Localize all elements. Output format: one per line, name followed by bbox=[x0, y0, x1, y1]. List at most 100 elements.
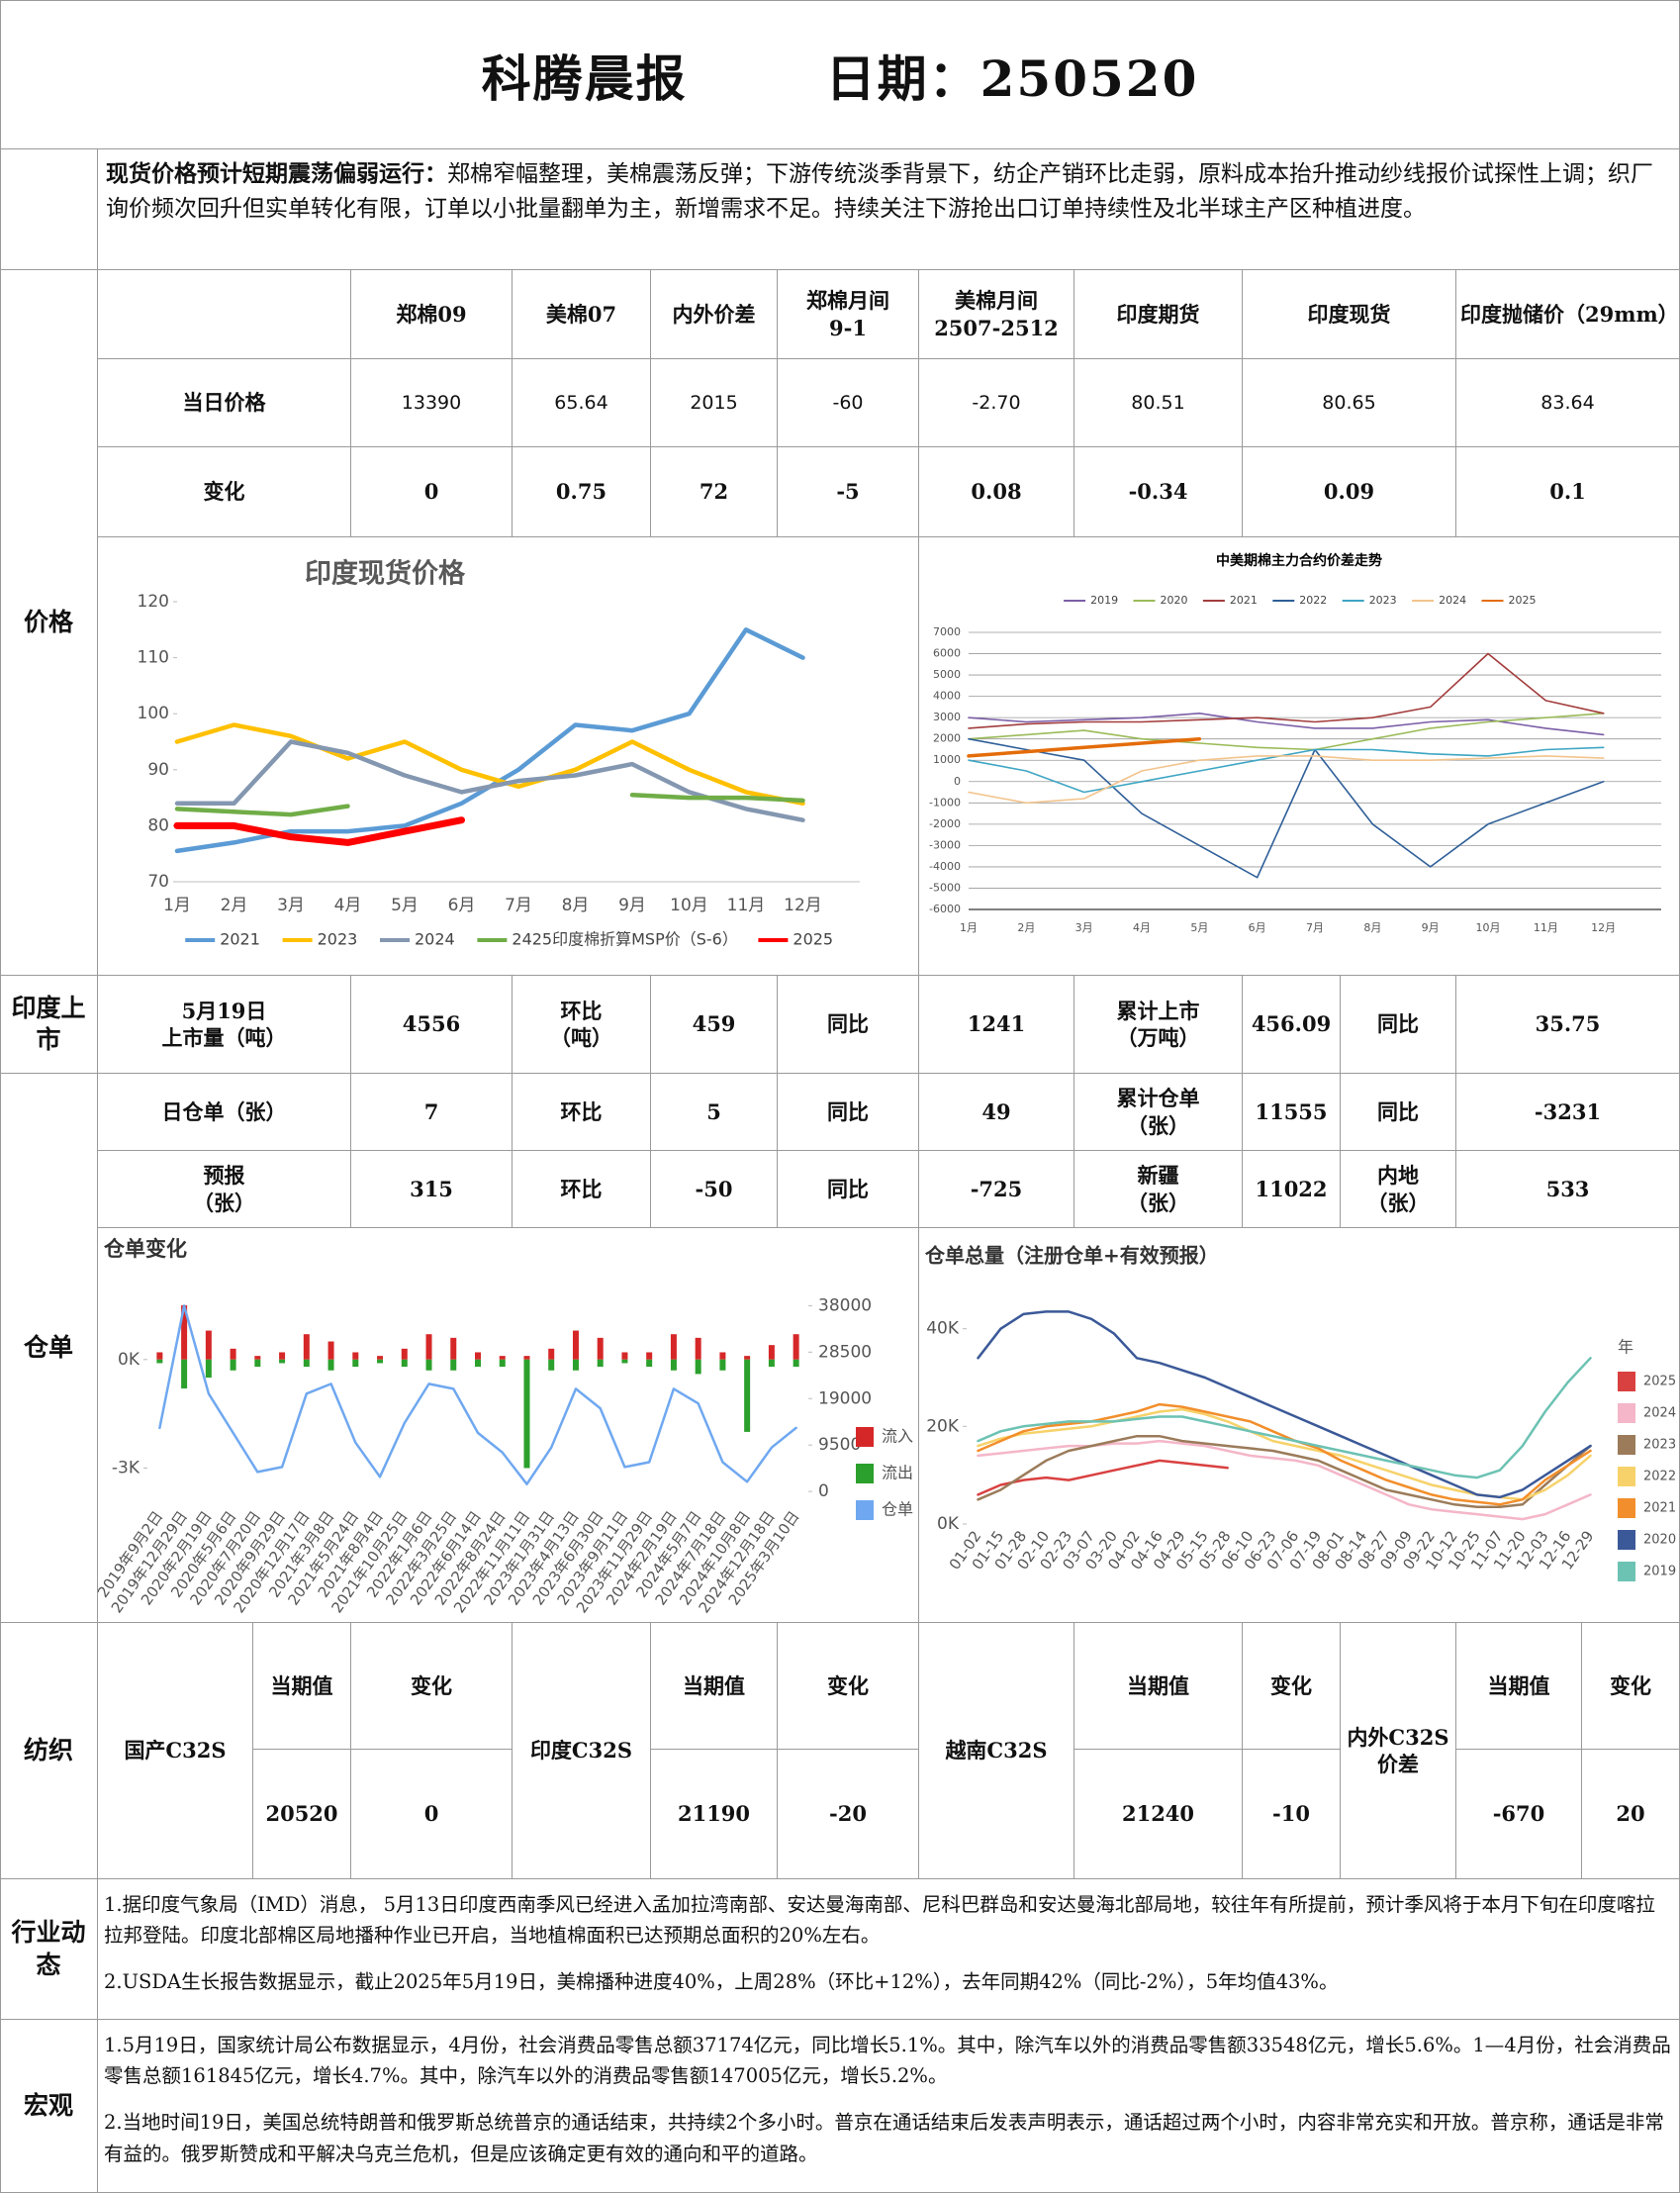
x-tick-label: 2月 bbox=[221, 896, 248, 915]
y-tick-label: -1000 bbox=[929, 796, 961, 809]
column-header: 印度期货 bbox=[1074, 270, 1243, 359]
series-line bbox=[977, 1357, 1592, 1479]
bar bbox=[327, 1359, 334, 1371]
y-tick-label: 0 bbox=[954, 775, 961, 788]
warehouse-cell: 49 bbox=[919, 1074, 1074, 1151]
bar bbox=[230, 1348, 236, 1360]
y-tick-label: -6000 bbox=[929, 903, 961, 915]
listing-cell: 同比 bbox=[1341, 976, 1456, 1074]
column-header: 变化 bbox=[1243, 1623, 1341, 1750]
legend-label: 2024 bbox=[1643, 1406, 1676, 1421]
table-value: -5 bbox=[778, 447, 919, 537]
warehouse-cell: 533 bbox=[1456, 1151, 1680, 1228]
bar bbox=[744, 1359, 751, 1432]
y-tick-label: 100 bbox=[138, 704, 169, 723]
report-header: 科腾晨报 日期：250520 bbox=[0, 0, 1680, 149]
x-tick-label: 1月 bbox=[960, 921, 978, 934]
blank-cell bbox=[0, 149, 98, 270]
y-tick-label: 5000 bbox=[933, 668, 961, 681]
chart: 仓单总量（注册仓单+有效预报）0K20K40K01-0201-1501-2802… bbox=[924, 1244, 1676, 1581]
warehouse-cell: 环比 bbox=[513, 1151, 651, 1228]
bar bbox=[793, 1359, 799, 1368]
table-value: 0.75 bbox=[513, 447, 651, 537]
column-header: 印度抛储价（29mm） bbox=[1456, 270, 1680, 359]
warehouse-cell: 315 bbox=[351, 1151, 513, 1228]
column-header: 郑棉09 bbox=[351, 270, 513, 359]
bar bbox=[621, 1359, 628, 1364]
macro-text: 1.5月19日，国家统计局公布数据显示，4月份，社会消费品零售总额37174亿元… bbox=[98, 2020, 1680, 2193]
bar bbox=[230, 1359, 236, 1371]
report-title: 科腾晨报 bbox=[481, 48, 688, 108]
bar bbox=[205, 1359, 212, 1379]
bar bbox=[450, 1337, 457, 1360]
bar bbox=[695, 1337, 701, 1360]
column-header: 当期值 bbox=[1456, 1623, 1582, 1750]
x-tick-label: 6月 bbox=[448, 896, 476, 915]
x-tick-label: 12月 bbox=[784, 896, 822, 915]
bar bbox=[425, 1334, 432, 1360]
bar bbox=[303, 1359, 310, 1368]
y-tick-label: 3000 bbox=[933, 711, 961, 723]
chart-title: 中美期棉主力合约价差走势 bbox=[1216, 552, 1382, 569]
warehouse-cell: 环比 bbox=[513, 1074, 651, 1151]
table-value: 13390 bbox=[351, 359, 513, 447]
legend-label: 2425印度棉折算MSP价（S-6） bbox=[512, 930, 737, 949]
legend-swatch bbox=[1618, 1403, 1635, 1423]
table-value: 0.1 bbox=[1456, 447, 1680, 537]
summary-lead: 现货价格预计短期震荡偏弱运行： bbox=[106, 160, 447, 187]
bar bbox=[205, 1330, 212, 1360]
legend-swatch bbox=[1618, 1372, 1635, 1391]
y-tick-label: 70 bbox=[147, 872, 169, 892]
x-tick-label: 2月 bbox=[1017, 921, 1035, 934]
bar bbox=[719, 1352, 726, 1360]
legend-label: 2019 bbox=[1090, 594, 1118, 607]
bar bbox=[523, 1356, 530, 1360]
chart-panel: 印度现货价格 70 80 90 100 110 120 1月 2月 3月 4月 5月 6月 7月 8月 9月 1… bbox=[98, 537, 919, 976]
warehouse-cell: 内地 （张） bbox=[1341, 1151, 1456, 1228]
y-tick-label: 6000 bbox=[933, 647, 961, 660]
x-tick-label: 3月 bbox=[277, 896, 305, 915]
bar bbox=[793, 1334, 799, 1360]
column-header: 印度现货 bbox=[1243, 270, 1456, 359]
legend-label: 2025 bbox=[793, 930, 833, 949]
legend-label: 2023 bbox=[1369, 594, 1397, 607]
legend-label: 2021 bbox=[1230, 594, 1258, 607]
bar bbox=[719, 1359, 726, 1371]
column-header: 当期值 bbox=[1074, 1623, 1243, 1750]
column-header: 美棉07 bbox=[513, 270, 651, 359]
paragraph: 1.5月19日，国家统计局公布数据显示，4月份，社会消费品零售总额37174亿元… bbox=[104, 2034, 1671, 2088]
listing-cell: 累计上市 （万吨） bbox=[1074, 976, 1243, 1074]
y-tick-label: 120 bbox=[138, 592, 169, 612]
yarn-change: 0 bbox=[351, 1750, 513, 1879]
series-line bbox=[977, 1459, 1229, 1496]
series-line bbox=[977, 1434, 1592, 1508]
chart: 仓单变化-3K0K095001900028500380002019年9月2日20… bbox=[94, 1237, 913, 1616]
legend-swatch bbox=[856, 1464, 874, 1483]
legend-label: 2022 bbox=[1643, 1470, 1676, 1484]
bar bbox=[181, 1359, 188, 1389]
x-tick-label: 11月 bbox=[1534, 921, 1558, 934]
x-tick-label: 6月 bbox=[1249, 921, 1266, 934]
bar bbox=[499, 1359, 506, 1368]
x-tick-label: 10月 bbox=[1476, 921, 1501, 934]
chart-title: 仓单总量（注册仓单+有效预报） bbox=[924, 1244, 1219, 1268]
column-header: 变化 bbox=[351, 1623, 513, 1750]
series-line bbox=[968, 755, 1605, 805]
y-tick-label: 40K bbox=[926, 1319, 960, 1339]
yarn-current: 20520 bbox=[253, 1750, 351, 1879]
warehouse-cell: 新疆 （张） bbox=[1074, 1151, 1243, 1228]
bar bbox=[352, 1359, 359, 1368]
bar bbox=[572, 1359, 579, 1371]
y-tick-label: 19000 bbox=[818, 1388, 872, 1408]
warehouse-cell: 11555 bbox=[1243, 1074, 1341, 1151]
column-header: 美棉月间 2507-2512 bbox=[919, 270, 1074, 359]
bar bbox=[768, 1359, 775, 1368]
legend-label: 2019 bbox=[1643, 1565, 1676, 1579]
y-tick-label: 80 bbox=[147, 815, 169, 835]
section-label: 印度上 市 bbox=[0, 976, 98, 1074]
bar bbox=[377, 1359, 384, 1364]
yarn-name: 越南C32S bbox=[919, 1623, 1074, 1879]
legend-label: 2024 bbox=[1439, 594, 1466, 607]
warehouse-cell: 同比 bbox=[778, 1074, 919, 1151]
y-tick-label: -3000 bbox=[929, 838, 961, 851]
